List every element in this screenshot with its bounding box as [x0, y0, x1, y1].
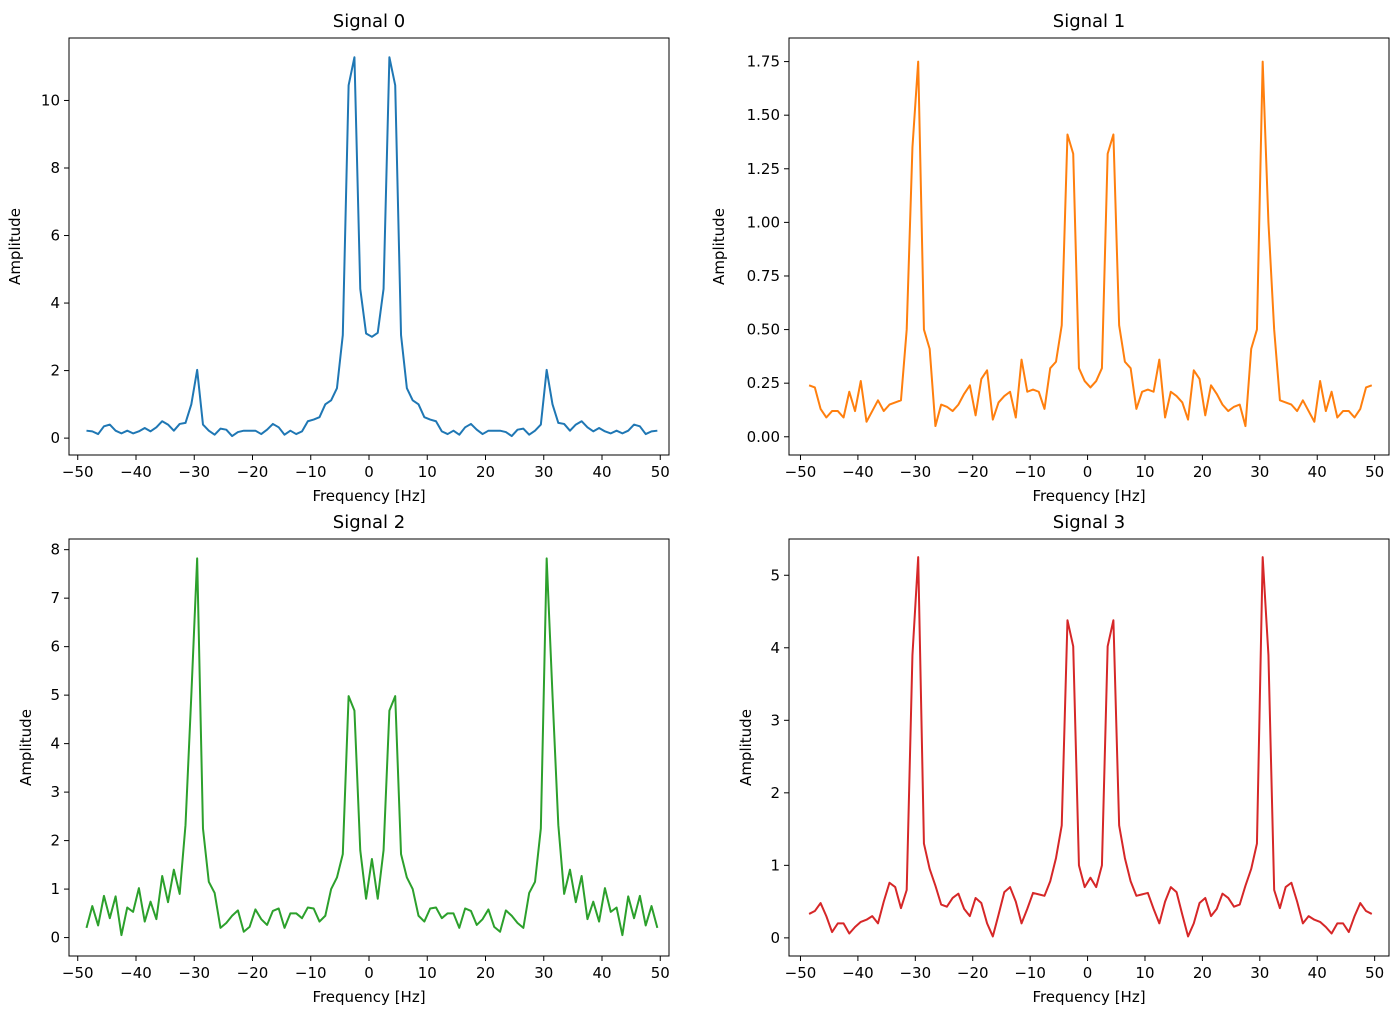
x-tick-label: −50	[785, 463, 817, 481]
x-tick-label: 10	[1135, 463, 1154, 481]
y-tick-label: 1	[770, 856, 780, 874]
series-line	[86, 56, 658, 438]
y-tick-label: 2	[770, 784, 780, 802]
series-line	[808, 60, 1373, 428]
x-tick-label: 0	[1083, 463, 1093, 481]
y-tick-label: 1.25	[747, 160, 780, 178]
chart-panel-3: −50 −40 −30 −20 −10 0 10 20 30 40 50 0 1 2 3 4 5 Signal 3…	[737, 512, 1390, 1006]
x-tick-label: 40	[1308, 964, 1327, 982]
y-tick-label: 1.50	[747, 106, 780, 124]
y-tick-label: 10	[41, 91, 60, 109]
axes-frame	[788, 538, 1390, 957]
y-tick-label: 3	[770, 711, 780, 729]
x-tick-label: 50	[651, 964, 670, 982]
x-tick-label: 0	[364, 964, 374, 982]
axes-frame	[788, 37, 1390, 456]
y-tick-label: 8	[50, 541, 60, 559]
x-tick-label: −40	[842, 463, 874, 481]
y-tick-label: 1.75	[747, 53, 780, 71]
x-tick-label: 20	[476, 964, 495, 982]
chart-panel-2: −50 −40 −30 −20 −10 0 10 20 30 40 50 0 1 2 3 4 5 6 7 8 Signa…	[17, 512, 670, 1006]
x-tick-label: −50	[785, 964, 817, 982]
x-tick-label: 50	[651, 463, 670, 481]
y-tick-label: 0.00	[747, 428, 780, 446]
chart-title: Signal 1	[1053, 11, 1125, 32]
x-tick-label: −50	[62, 964, 94, 982]
x-tick-label: 50	[1365, 463, 1384, 481]
x-axis-label: Frequency [Hz]	[312, 487, 425, 505]
x-tick-label: −40	[842, 964, 874, 982]
x-tick-label: −10	[295, 964, 327, 982]
x-tick-label: 10	[1135, 964, 1154, 982]
x-axis-label: Frequency [Hz]	[312, 988, 425, 1006]
chart-title: Signal 0	[333, 11, 405, 32]
x-tick-label: −10	[1014, 463, 1046, 481]
x-tick-label: 0	[364, 463, 374, 481]
y-axis-label: Amplitude	[6, 208, 24, 285]
x-tick-label: −30	[899, 463, 931, 481]
y-tick-label: 0	[50, 929, 60, 947]
x-tick-label: 30	[1250, 463, 1269, 481]
y-tick-label: 0	[770, 929, 780, 947]
y-axis-label: Amplitude	[17, 709, 35, 786]
y-tick-label: 3	[50, 783, 60, 801]
y-tick-label: 5	[50, 686, 60, 704]
x-tick-label: 20	[476, 463, 495, 481]
x-tick-label: 30	[1250, 964, 1269, 982]
x-tick-label: −10	[295, 463, 327, 481]
x-tick-label: −20	[957, 463, 989, 481]
x-tick-label: −20	[957, 964, 989, 982]
y-tick-label: 5	[770, 566, 780, 584]
y-tick-label: 0.50	[747, 321, 780, 339]
x-tick-label: −30	[899, 964, 931, 982]
x-tick-label: 40	[592, 463, 611, 481]
y-axis-label: Amplitude	[710, 208, 728, 285]
x-tick-label: −10	[1014, 964, 1046, 982]
y-tick-label: 1	[50, 880, 60, 898]
y-tick-label: 2	[50, 832, 60, 850]
x-tick-label: −30	[178, 964, 210, 982]
series-line	[808, 556, 1373, 938]
x-tick-label: 40	[1308, 463, 1327, 481]
x-tick-label: −40	[120, 964, 152, 982]
x-tick-label: 20	[1193, 964, 1212, 982]
x-tick-label: −20	[237, 964, 269, 982]
x-axis-label: Frequency [Hz]	[1032, 487, 1145, 505]
y-tick-label: 0.75	[747, 267, 780, 285]
chart-panel-0: −50 −40 −30 −20 −10 0 10 20 30 40 50 0 2 4 6 8 10 Signal …	[6, 11, 670, 505]
x-tick-label: 10	[418, 463, 437, 481]
x-tick-label: 0	[1083, 964, 1093, 982]
x-tick-label: −50	[62, 463, 94, 481]
y-tick-label: 0	[50, 429, 60, 447]
y-tick-label: 4	[770, 639, 780, 657]
y-tick-label: 1.00	[747, 213, 780, 231]
y-tick-label: 6	[50, 638, 60, 656]
x-tick-label: 40	[592, 964, 611, 982]
y-tick-label: 2	[50, 362, 60, 380]
x-tick-label: 30	[534, 964, 553, 982]
x-tick-label: 50	[1365, 964, 1384, 982]
x-tick-label: −30	[178, 463, 210, 481]
y-tick-label: 0.25	[747, 374, 780, 392]
series-line	[85, 557, 659, 937]
x-axis-label: Frequency [Hz]	[1032, 988, 1145, 1006]
x-tick-label: 30	[534, 463, 553, 481]
chart-panel-1: −50 −40 −30 −20 −10 0 10 20 30 40 50 0.00 0.25 0.50 0.…	[710, 11, 1390, 505]
y-axis-label: Amplitude	[737, 709, 755, 786]
x-tick-label: −40	[120, 463, 152, 481]
x-tick-label: −20	[237, 463, 269, 481]
y-tick-label: 4	[50, 294, 60, 312]
x-tick-label: 20	[1193, 463, 1212, 481]
axes-frame	[68, 37, 670, 456]
y-tick-label: 4	[50, 735, 60, 753]
chart-title: Signal 2	[333, 512, 405, 533]
y-tick-label: 6	[50, 227, 60, 245]
y-tick-label: 8	[50, 159, 60, 177]
y-tick-label: 7	[50, 589, 60, 607]
x-tick-label: 10	[418, 964, 437, 982]
chart-title: Signal 3	[1053, 512, 1125, 533]
